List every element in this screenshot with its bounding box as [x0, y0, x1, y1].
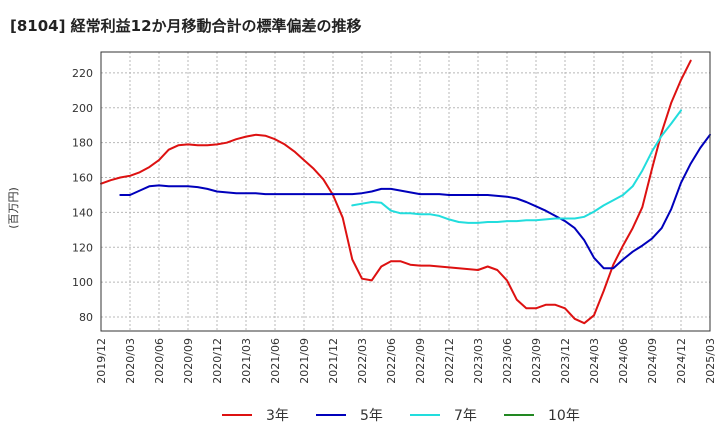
y-tick-label: 100: [72, 276, 93, 289]
plot-area: [100, 51, 711, 332]
x-tick-label: 2022/12: [443, 338, 456, 384]
x-tick-label: 2019/12: [95, 338, 108, 384]
x-tick-label: 2022/06: [385, 338, 398, 384]
x-tick-label: 2025/03: [704, 338, 717, 384]
series-line-2: [119, 133, 711, 270]
x-tick-label: 2020/06: [153, 338, 166, 384]
x-tick-label: 2021/03: [240, 338, 253, 384]
x-tick-label: 2024/03: [588, 338, 601, 384]
y-axis-label: (百万円): [7, 187, 20, 229]
x-tick-label: 2023/12: [559, 338, 572, 384]
series-line-3: [351, 109, 682, 224]
y-tick-label: 180: [72, 137, 93, 150]
series-lines: [100, 59, 711, 325]
legend-label-3: 7年: [454, 408, 477, 424]
chart-title: [8104] 経常利益12か月移動合計の標準偏差の推移: [10, 17, 362, 35]
y-tick-label: 200: [72, 102, 93, 115]
x-tick-label: 2023/06: [501, 338, 514, 384]
y-tick-label: 160: [72, 172, 93, 185]
x-tick-label: 2020/12: [211, 338, 224, 384]
legend-label-4: 10年: [548, 408, 580, 424]
y-tick-label: 120: [72, 241, 93, 254]
series-line-1: [100, 59, 692, 325]
x-tick-label: 2020/09: [182, 338, 195, 384]
y-tick-label: 80: [79, 311, 93, 324]
legend-label-1: 3年: [266, 408, 289, 424]
x-tick-label: 2021/09: [298, 338, 311, 384]
x-tick-label: 2021/06: [269, 338, 282, 384]
x-tick-label: 2022/09: [414, 338, 427, 384]
x-tick-label: 2020/03: [124, 338, 137, 384]
legend: 3年 5年 7年 10年: [222, 408, 580, 424]
x-tick-label: 2021/12: [327, 338, 340, 384]
x-axis-ticks: 2019/12 2020/03 2020/06 2020/09 2020/12 2021/…: [95, 338, 717, 384]
y-tick-label: 140: [72, 206, 93, 219]
x-tick-label: 2024/09: [646, 338, 659, 384]
x-tick-label: 2024/06: [617, 338, 630, 384]
y-axis-ticks: 80 100 120 140 160 180 200 220: [72, 67, 93, 324]
y-tick-label: 220: [72, 67, 93, 80]
legend-label-2: 5年: [360, 408, 383, 424]
x-tick-label: 2024/12: [675, 338, 688, 384]
x-tick-label: 2022/03: [356, 338, 369, 384]
x-tick-label: 2023/09: [530, 338, 543, 384]
x-tick-label: 2023/03: [472, 338, 485, 384]
